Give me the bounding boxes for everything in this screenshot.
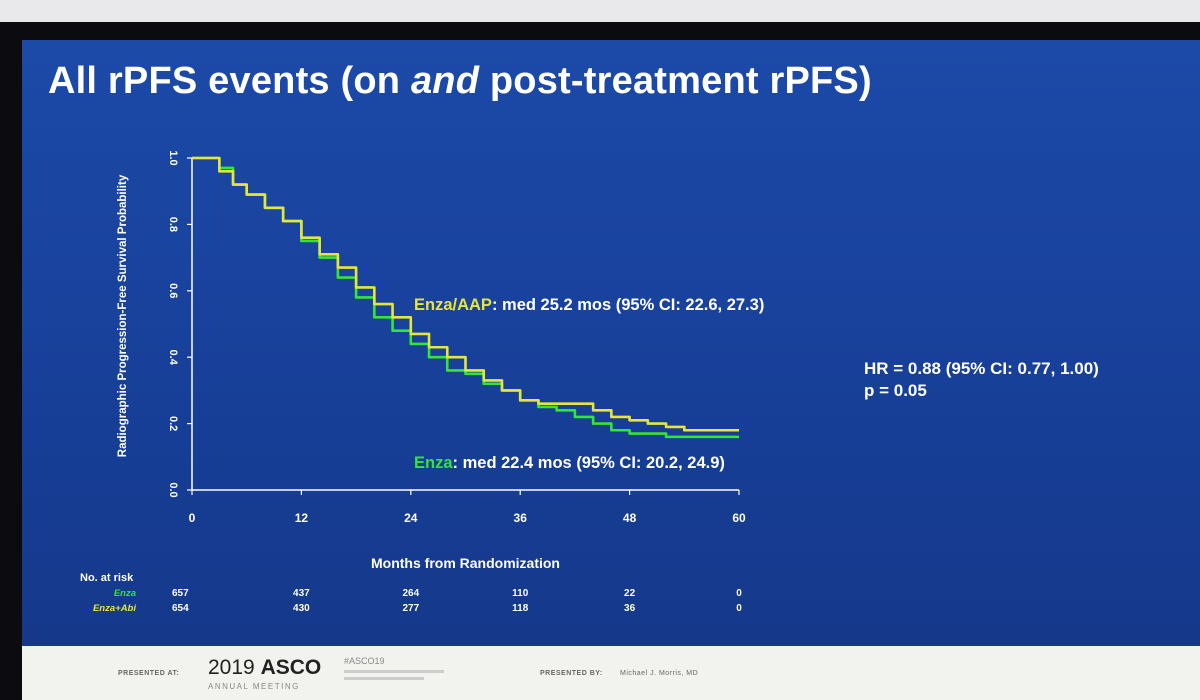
x-tick-label: 0 [189,511,196,525]
presented-at-label: PRESENTED AT: [118,670,180,677]
y-tick-label: 1.0 [167,150,179,165]
slide-title: All rPFS events (on and post-treatment r… [48,60,872,102]
at-risk-count: 430 [293,603,310,614]
asco-logo: 2019 ASCO [208,656,322,679]
x-axis-title: Months from Randomization [371,555,560,571]
y-tick-label: 0.4 [167,350,179,366]
hazard-ratio-box: HR = 0.88 (95% CI: 0.77, 1.00) p = 0.05 [864,358,1099,402]
at-risk-row-name: Enza [114,588,136,599]
screen-top-edge [0,0,1200,22]
at-risk-count: 657 [172,588,189,599]
fine-print-2 [344,677,424,680]
hazard-ratio-text: HR = 0.88 (95% CI: 0.77, 1.00) [864,359,1099,378]
at-risk-label: No. at risk [80,572,134,584]
y-tick-label: 0.0 [167,482,179,497]
annual-meeting-label: ANNUAL MEETING [208,682,300,691]
at-risk-count: 110 [512,588,529,599]
enza-annotation: Enza: med 22.4 mos (95% CI: 20.2, 24.9) [414,454,725,472]
x-tick-label: 48 [623,511,637,525]
at-risk-row-name: Enza+Abi [93,603,136,614]
x-tick-label: 24 [404,511,418,525]
enza-aap-annotation: Enza/AAP: med 25.2 mos (95% CI: 22.6, 27… [414,296,764,314]
at-risk-count: 118 [512,603,529,614]
at-risk-count: 437 [293,588,310,599]
at-risk-count: 22 [624,588,636,599]
p-value-text: p = 0.05 [864,381,927,400]
enza-annotation-median-text: : med 22.4 mos (95% CI: 20.2, 24.9) [453,454,725,472]
enza-aap-annotation-median-text: : med 25.2 mos (95% CI: 22.6, 27.3) [492,296,764,314]
at-risk-count: 264 [402,588,419,599]
y-tick-label: 0.6 [167,283,179,298]
enza-aap-annotation-series-name: Enza/AAP [414,296,492,314]
conference-footer: PRESENTED AT: 2019 ASCO ANNUAL MEETING #… [22,646,1200,700]
y-tick-label: 0.8 [167,217,179,232]
slide: All rPFS events (on and post-treatment r… [22,40,1200,646]
at-risk-count: 0 [736,588,742,599]
y-tick-label: 0.2 [167,416,179,431]
presenter-name: Michael J. Morris, MD [620,670,699,677]
y-axis-title: Radiographic Progression-Free Survival P… [117,174,129,457]
x-tick-label: 60 [732,511,746,525]
fine-print [344,670,444,673]
presented-by-label: PRESENTED BY: [540,670,603,677]
x-tick-label: 36 [514,511,528,525]
at-risk-count: 654 [172,603,189,614]
enza-aap-curve [192,156,739,432]
at-risk-count: 0 [736,603,742,614]
at-risk-count: 277 [402,603,419,614]
km-chart: 0 12 24 36 48 60 0.0 0.2 0.4 0.6 0.8 1.0 Months from… [80,150,764,614]
at-risk-count: 36 [624,603,636,614]
enza-annotation-series-name: Enza [414,454,453,472]
x-tick-label: 12 [295,511,309,525]
hashtag: #ASCO19 [344,656,385,666]
